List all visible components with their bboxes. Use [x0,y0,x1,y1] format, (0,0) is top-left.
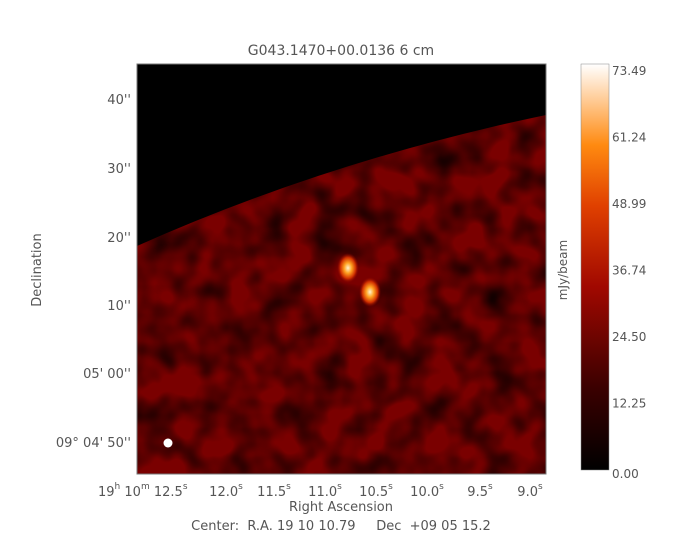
x-tick: 10.0s [410,482,444,500]
colorbar-tick: 12.25 [612,397,646,411]
x-tick: 11.5s [257,482,291,500]
colorbar-tick: 36.74 [612,264,646,278]
x-tick: 12.0s [209,482,243,500]
y-axis-label: Declination [30,233,45,307]
y-tick: 10'' [107,299,131,314]
y-tick: 40'' [107,93,131,108]
y-tick: 20'' [107,231,131,246]
x-tick: 9.0s [517,482,543,500]
colorbar-tick: 48.99 [612,197,646,211]
x-tick: 10.5s [359,482,393,500]
source-1 [337,253,359,283]
y-tick: 05' 00'' [83,367,131,382]
x-axis-label: Right Ascension [289,500,393,515]
x-tick: 9.5s [467,482,493,500]
x-tick: 19h 10m 12.5s [98,482,188,500]
colorbar-label: mJy/beam [556,240,570,300]
coverage-mask [137,64,546,246]
source-2 [359,277,381,307]
image-area [137,64,546,474]
colorbar-tick: 24.50 [612,330,646,344]
center-footer: Center: R.A. 19 10 10.79 Dec +09 05 15.2 [191,519,491,534]
colorbar-tick: 73.49 [612,64,646,78]
beam-marker [163,438,173,448]
colorbar-tick: 61.24 [612,131,646,145]
x-tick: 11.0s [308,482,342,500]
colorbar [580,63,610,471]
colorbar-tick: 0.00 [612,467,639,481]
y-tick: 30'' [107,162,131,177]
y-tick: 09° 04' 50'' [56,436,131,451]
chart-title: G043.1470+00.0136 6 cm [248,43,434,59]
